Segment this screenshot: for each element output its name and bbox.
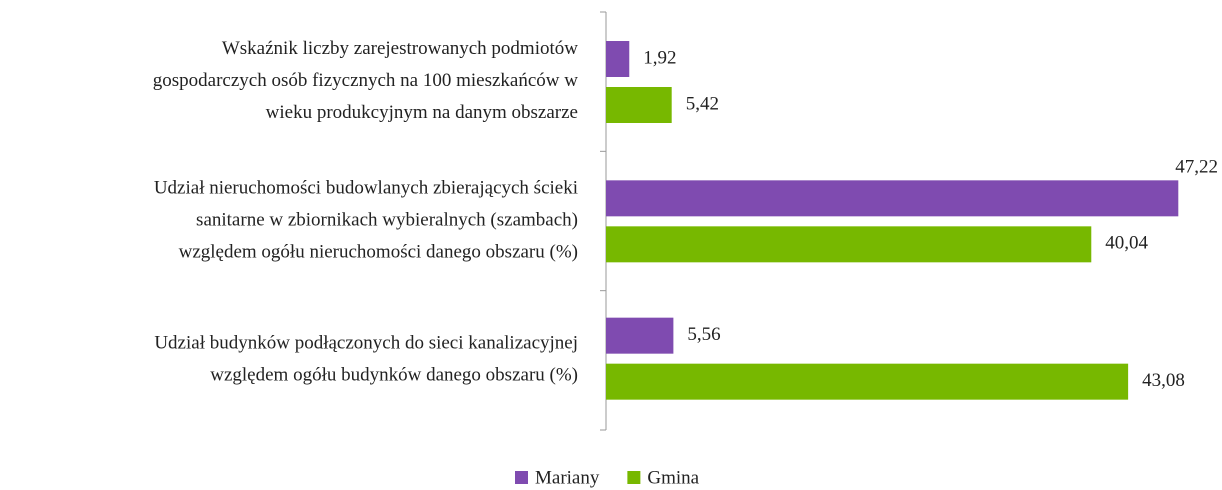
category-label: sanitarne w zbiornikach wybieralnych (sz…	[196, 209, 578, 230]
category-label: względem ogółu nieruchomości danego obsz…	[179, 241, 578, 262]
value-label: 47,22	[1175, 157, 1218, 178]
value-label: 43,08	[1142, 370, 1185, 391]
legend-label: Mariany	[535, 467, 600, 488]
category-label: Udział nieruchomości budowlanych zbieraj…	[154, 177, 578, 198]
category-label: gospodarczych osób fizycznych na 100 mie…	[153, 70, 579, 91]
bar	[606, 226, 1092, 263]
bar	[606, 317, 674, 354]
value-label: 5,56	[687, 324, 720, 345]
category-label: wieku produkcyjnym na danym obszarze	[266, 102, 578, 123]
value-label: 1,92	[643, 47, 676, 68]
bar	[606, 41, 630, 77]
value-label: 40,04	[1105, 233, 1148, 254]
legend-label: Gmina	[647, 467, 699, 488]
category-label: Wskaźnik liczby zarejestrowanych podmiot…	[222, 38, 578, 59]
legend-swatch	[515, 471, 528, 484]
value-label: 5,42	[686, 93, 719, 114]
bar	[606, 180, 1179, 217]
legend-swatch	[627, 471, 641, 484]
category-label: względem ogółu budynków danego obszaru (…	[210, 365, 578, 386]
bar	[606, 87, 672, 123]
bar	[606, 363, 1129, 400]
category-label: Udział budynków podłączonych do sieci ka…	[154, 333, 578, 354]
